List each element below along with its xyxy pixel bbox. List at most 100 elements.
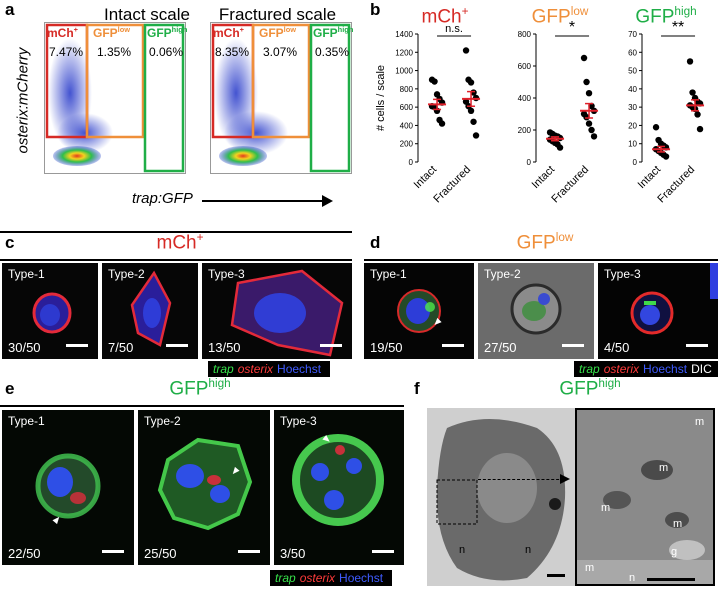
data-point xyxy=(585,90,593,97)
scale-bar xyxy=(686,344,708,347)
y-tick-label: 800 xyxy=(518,30,532,39)
intact-gfp-low-pct: 1.35% xyxy=(97,45,132,59)
y-tick-label: 60 xyxy=(628,48,637,57)
data-point xyxy=(438,120,446,127)
x-tick-label: Fractured xyxy=(431,164,473,206)
data-point xyxy=(696,125,704,133)
data-point xyxy=(467,107,475,115)
y-tick-label: 0 xyxy=(409,158,414,167)
data-point xyxy=(470,118,477,125)
panel-e-image-3: Type-3 3/50 xyxy=(274,410,404,565)
y-tick-label: 30 xyxy=(628,103,637,112)
x-tick-label: Fractured xyxy=(549,164,591,206)
fractured-density-plot xyxy=(211,23,351,173)
data-point xyxy=(662,153,670,160)
em-label-m: m xyxy=(659,462,669,474)
panel-e-image-1: Type-1 22/50 xyxy=(2,410,134,565)
em-label-n: n xyxy=(629,572,636,584)
zoom-arrowhead xyxy=(560,474,570,484)
intact-mch-pct: 7.47% xyxy=(49,45,84,59)
panel-c-rule xyxy=(0,259,352,261)
data-point xyxy=(580,54,588,62)
panel-d-count-1: 19/50 xyxy=(370,340,403,355)
y-tick-label: 800 xyxy=(400,85,414,94)
data-point xyxy=(462,47,470,54)
scale-bar xyxy=(547,574,565,577)
intact-mch-gate: mCh+ xyxy=(47,25,79,40)
divider-bc xyxy=(0,231,352,233)
panel-e-rule xyxy=(0,405,404,407)
x-axis-arrowhead xyxy=(322,195,333,207)
panel-b-label: b xyxy=(370,0,381,19)
y-tick-label: 600 xyxy=(518,62,532,71)
intact-scale-title: Intact scale xyxy=(104,5,190,24)
scale-bar xyxy=(647,578,695,581)
chart-2-title: GFPlow xyxy=(531,5,589,28)
panel-d-image-1: Type-1 19/50 xyxy=(364,263,474,359)
x-tick-label: Intact xyxy=(412,164,440,192)
intact-density-plot xyxy=(45,23,185,173)
scale-bar xyxy=(442,344,464,347)
panel-a-label: a xyxy=(5,0,15,19)
em-label-n: n xyxy=(459,544,466,556)
panel-e-legend: trap osterix Hoechst xyxy=(270,570,393,586)
panel-d-image-3: Type-3 4/50 xyxy=(598,263,718,359)
x-axis-arrow xyxy=(202,200,324,202)
data-point xyxy=(583,114,590,121)
panel-e-label: e xyxy=(5,379,15,398)
scale-bar xyxy=(562,344,584,347)
data-point xyxy=(588,102,595,110)
panel-e-count-1: 22/50 xyxy=(8,546,41,561)
y-tick-label: 0 xyxy=(633,158,638,167)
panel-f-label: f xyxy=(414,379,420,398)
y-tick-label: 1400 xyxy=(395,30,413,39)
fractured-scale-title: Fractured scale xyxy=(218,5,337,24)
panel-c-count-1: 30/50 xyxy=(8,340,41,355)
data-point xyxy=(585,120,593,127)
fractured-mch-pct: 8.35% xyxy=(215,45,250,59)
chart-3-title: GFPhigh xyxy=(635,5,697,28)
data-point xyxy=(467,79,475,86)
x-axis-label: trap:GFP xyxy=(132,190,193,207)
y-axis-title: # cells / scale xyxy=(375,65,387,131)
y-tick-label: 70 xyxy=(628,30,637,39)
panel-d-legend: trap osterix Hoechst DIC xyxy=(574,361,718,377)
em-label-n: n xyxy=(525,544,532,556)
data-point xyxy=(556,144,564,151)
x-tick-label: Fractured xyxy=(655,164,697,206)
panel-f-title: GFPhigh xyxy=(559,377,621,400)
data-point xyxy=(583,78,590,86)
intact-gfp-high-gate: GFPhigh xyxy=(147,25,188,40)
panel-c-image-3: Type-3 13/50 xyxy=(202,263,352,359)
significance-label: n.s. xyxy=(445,23,463,35)
panel-c-count-3: 13/50 xyxy=(208,340,241,355)
data-point xyxy=(689,89,696,96)
y-tick-label: 40 xyxy=(628,85,637,94)
data-point xyxy=(694,111,701,118)
panel-c-image-2: Type-2 7/50 xyxy=(102,263,198,359)
em-label-m: m xyxy=(673,518,683,530)
em-image-zoom: m m m m m g n xyxy=(575,408,715,586)
fractured-flow-plot: mCh+ GFPlow GFPhigh 8.35% 3.07% 0.35% xyxy=(210,22,353,174)
intact-gfp-low-gate: GFPlow xyxy=(93,25,131,40)
significance-label: * xyxy=(569,19,575,36)
scale-bar xyxy=(238,550,260,553)
panel-d-rule xyxy=(364,259,718,261)
x-tick-label: Intact xyxy=(636,164,664,192)
panel-d-title: GFPlow xyxy=(516,231,574,254)
y-tick-label: 400 xyxy=(518,94,532,103)
intact-flow-plot: mCh+ GFPlow GFPhigh 7.47% 1.35% 0.06% xyxy=(44,22,188,174)
y-tick-label: 20 xyxy=(628,121,637,130)
panel-c-type-2: Type-2 xyxy=(108,267,145,281)
y-axis-label: osterix:mCherry xyxy=(14,47,32,154)
scale-bar xyxy=(372,550,394,553)
data-point xyxy=(686,58,694,65)
panel-d-image-2: Type-2 27/50 xyxy=(478,263,594,359)
panel-d-count-2: 27/50 xyxy=(484,340,517,355)
data-point xyxy=(431,78,438,85)
chart-1-title: mCh+ xyxy=(421,5,469,28)
y-tick-label: 50 xyxy=(628,67,637,76)
panel-d-type-2: Type-2 xyxy=(484,267,521,281)
y-tick-label: 200 xyxy=(518,126,532,135)
